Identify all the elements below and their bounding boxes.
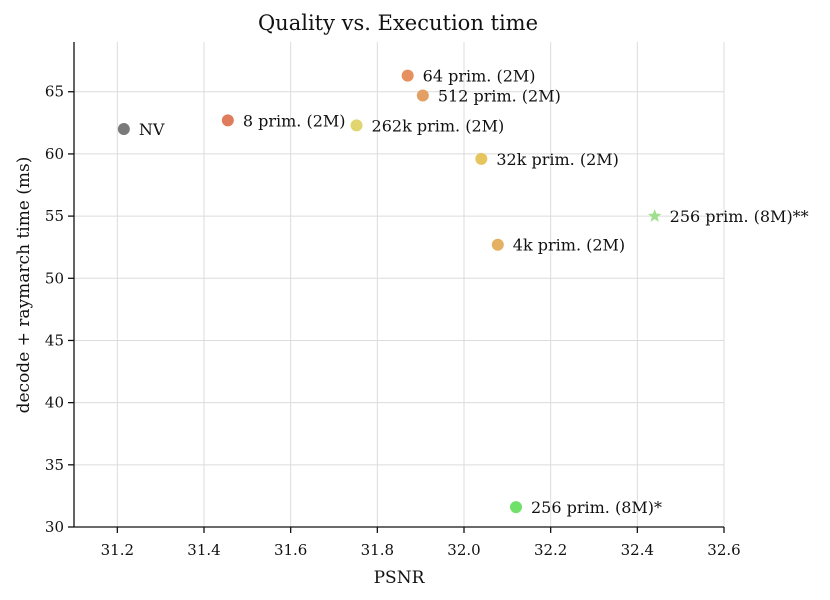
point-label: 4k prim. (2M): [513, 236, 625, 255]
x-tick-label: 31.8: [361, 541, 394, 559]
circle-marker: [401, 69, 414, 82]
x-ticks: 31.2 31.4 31.6 31.8 32.0 32.2 32.4 32.6: [101, 527, 741, 559]
scatter-point: NV: [117, 120, 165, 139]
y-tick-label: 60: [45, 145, 64, 163]
point-label: 512 prim. (2M): [438, 86, 561, 105]
x-tick-label: 31.2: [101, 541, 134, 559]
circle-marker: [117, 123, 130, 136]
chart-title: Quality vs. Execution time: [258, 11, 538, 35]
circle-marker: [491, 238, 504, 251]
scatter-point: 262k prim. (2M): [350, 116, 505, 135]
point-label: 64 prim. (2M): [423, 67, 536, 86]
y-tick-label: 50: [45, 269, 64, 287]
scatter-point: 64 prim. (2M): [401, 67, 536, 86]
y-tick-label: 45: [45, 331, 64, 349]
point-label: 256 prim. (8M)**: [670, 207, 809, 226]
star-marker: [648, 209, 662, 222]
y-tick-label: 55: [45, 207, 64, 225]
point-label: 262k prim. (2M): [372, 116, 505, 135]
y-ticks: 30 35 40 45 50 55 60 65: [45, 83, 74, 536]
scatter-point: 32k prim. (2M): [475, 150, 619, 169]
data-points: NV 8 prim. (2M) 64 prim. (2M)512 prim. (2M…: [117, 67, 809, 517]
circle-marker: [475, 152, 488, 165]
circle-marker: [416, 89, 429, 102]
circle-marker: [350, 119, 363, 132]
scatter-point: 256 prim. (8M)*: [510, 498, 662, 517]
scatter-point: 4k prim. (2M): [491, 236, 625, 255]
point-label: NV: [139, 120, 165, 139]
x-tick-label: 31.6: [274, 541, 307, 559]
y-tick-label: 30: [45, 518, 64, 536]
x-tick-label: 32.4: [621, 541, 654, 559]
circle-marker: [221, 114, 234, 127]
scatter-point: 8 prim. (2M): [221, 111, 346, 130]
x-tick-label: 32.2: [534, 541, 567, 559]
y-tick-label: 65: [45, 83, 64, 101]
point-label: 8 prim. (2M): [243, 111, 346, 130]
axes: [73, 42, 724, 528]
y-tick-label: 40: [45, 394, 64, 412]
x-tick-label: 32.0: [447, 541, 480, 559]
y-axis-label: decode + raymarch time (ms): [14, 157, 34, 414]
point-label: 256 prim. (8M)*: [531, 498, 662, 517]
x-tick-label: 32.6: [707, 541, 740, 559]
scatter-point: 512 prim. (2M): [416, 86, 561, 105]
x-axis-label: PSNR: [374, 568, 426, 588]
point-label: 32k prim. (2M): [496, 150, 619, 169]
scatter-point: 256 prim. (8M)**: [648, 207, 809, 226]
circle-marker: [510, 501, 522, 514]
grid: [74, 42, 725, 528]
x-tick-label: 31.4: [187, 541, 220, 559]
y-tick-label: 35: [45, 456, 64, 474]
